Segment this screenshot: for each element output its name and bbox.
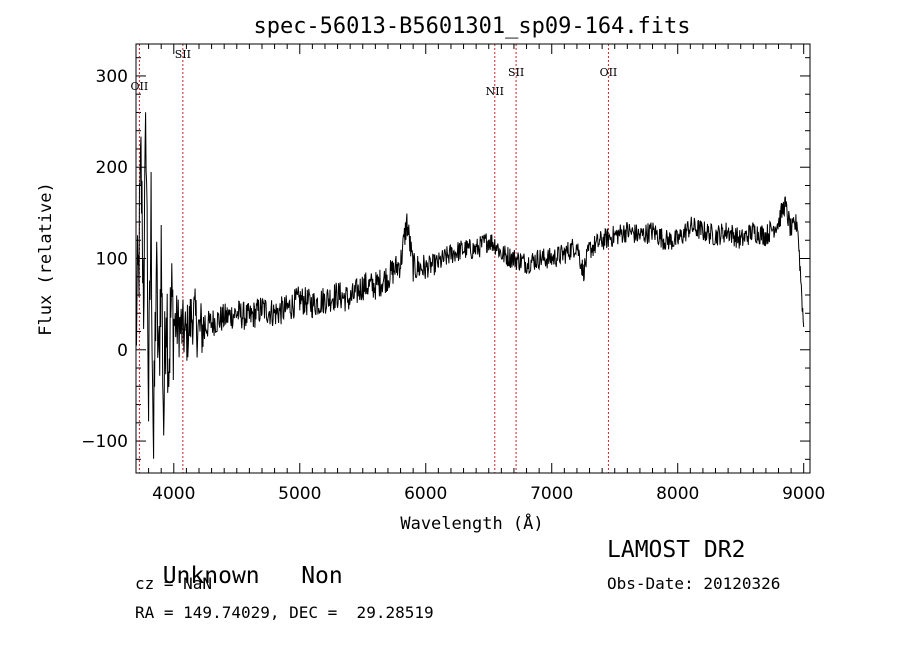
x-tick-label: 9000: [782, 484, 825, 504]
observation-date: Obs-Date: 20120326: [607, 574, 781, 593]
line-marker-label: OII: [131, 80, 149, 93]
y-tick-label: 200: [96, 158, 128, 178]
y-tick-label: −100: [81, 432, 128, 452]
plot-frame: [135, 43, 811, 474]
redshift-text: cz = NaN: [135, 574, 213, 593]
x-tick-label: 8000: [656, 484, 699, 504]
chart-title: spec-56013-B5601301_sp09-164.fits: [253, 14, 690, 39]
y-tick-label: 300: [96, 67, 128, 87]
x-tick-label: 7000: [530, 484, 573, 504]
survey-name: LAMOST DR2: [607, 537, 746, 563]
coordinates-text: RA = 149.74029, DEC = 29.28519: [135, 603, 434, 622]
spectrum-plot: spec-56013-B5601301_sp09-164.fits Wavele…: [36, 14, 825, 534]
x-tick-label: 5000: [278, 484, 321, 504]
line-marker-label: OII: [600, 66, 618, 79]
line-marker-label: SII: [175, 48, 191, 61]
line-marker-label: NII: [486, 85, 504, 98]
spectral-class: Unknown: [162, 563, 260, 589]
x-axis-label: Wavelength (Å): [400, 512, 543, 534]
spectrum-line: [135, 112, 805, 459]
x-tick-label: 4000: [152, 484, 195, 504]
line-marker-label: SII: [508, 66, 524, 79]
x-tick-label: 6000: [404, 484, 447, 504]
info-class-row: Unknown Non: [135, 537, 343, 589]
y-axis-label: Flux (relative): [36, 182, 56, 336]
y-tick-label: 100: [96, 250, 128, 270]
y-tick-label: 0: [117, 341, 128, 361]
spectral-subclass: Non: [301, 563, 343, 589]
